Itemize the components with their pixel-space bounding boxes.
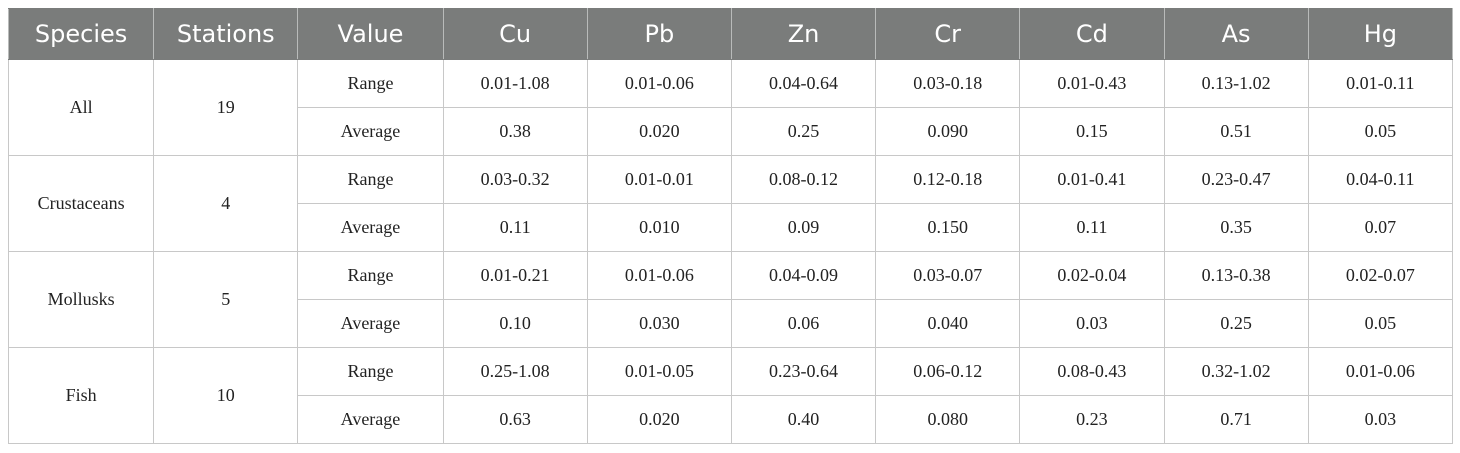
- hg-cell: 0.05: [1307, 299, 1454, 348]
- column-header-cr: Cr: [875, 8, 1021, 60]
- stations-cell: 4: [153, 155, 299, 252]
- value-label-cell: Range: [297, 59, 444, 108]
- cu-cell: 0.03-0.32: [442, 155, 588, 204]
- cr-cell: 0.06-0.12: [875, 347, 1021, 396]
- species-cell: Crustaceans: [7, 155, 155, 252]
- column-header-hg: Hg: [1307, 8, 1454, 60]
- hg-cell: 0.02-0.07: [1307, 251, 1454, 300]
- stations-cell: 10: [153, 347, 299, 444]
- as-cell: 0.13-0.38: [1163, 251, 1309, 300]
- header-row: Species Stations Value Cu Pb Zn Cr Cd As…: [7, 8, 1454, 60]
- zn-cell: 0.04-0.09: [730, 251, 877, 300]
- table-row: All 19 Range 0.01-1.08 0.01-0.06 0.04-0.…: [7, 59, 1454, 156]
- as-cell: 0.13-1.02: [1163, 59, 1309, 108]
- species-cell: Fish: [7, 347, 155, 444]
- hg-cell: 0.07: [1307, 203, 1454, 252]
- column-header-value: Value: [297, 8, 444, 60]
- column-header-stations: Stations: [153, 8, 299, 60]
- as-cell: 0.35: [1163, 203, 1309, 252]
- cd-cell: 0.23: [1019, 395, 1165, 444]
- zn-cell: 0.08-0.12: [730, 155, 877, 204]
- cd-cell: 0.01-0.43: [1019, 59, 1165, 108]
- value-label-cell: Range: [297, 347, 444, 396]
- as-cell: 0.71: [1163, 395, 1309, 444]
- species-cell: All: [7, 59, 155, 156]
- pb-cell: 0.01-0.06: [586, 59, 732, 108]
- cu-cell: 0.01-1.08: [442, 59, 588, 108]
- column-header-pb: Pb: [586, 8, 732, 60]
- stations-cell: 5: [153, 251, 299, 348]
- table-row: Crustaceans 4 Range 0.03-0.32 0.01-0.01 …: [7, 155, 1454, 252]
- cd-cell: 0.01-0.41: [1019, 155, 1165, 204]
- heavy-metal-table: Species Stations Value Cu Pb Zn Cr Cd As…: [7, 8, 1454, 444]
- hg-cell: 0.05: [1307, 107, 1454, 156]
- cu-cell: 0.10: [442, 299, 588, 348]
- as-cell: 0.32-1.02: [1163, 347, 1309, 396]
- cd-cell: 0.02-0.04: [1019, 251, 1165, 300]
- value-label-cell: Range: [297, 155, 444, 204]
- table-row: Fish 10 Range 0.25-1.08 0.01-0.05 0.23-0…: [7, 347, 1454, 444]
- column-header-species: Species: [7, 8, 155, 60]
- value-label-cell: Average: [297, 107, 444, 156]
- hg-cell: 0.01-0.06: [1307, 347, 1454, 396]
- as-cell: 0.25: [1163, 299, 1309, 348]
- cr-cell: 0.12-0.18: [875, 155, 1021, 204]
- pb-cell: 0.020: [586, 395, 732, 444]
- cr-cell: 0.090: [875, 107, 1021, 156]
- cd-cell: 0.15: [1019, 107, 1165, 156]
- cr-cell: 0.03-0.18: [875, 59, 1021, 108]
- pb-cell: 0.020: [586, 107, 732, 156]
- table-row: Average 0.10 0.030 0.06 0.040 0.03 0.25 …: [9, 299, 1454, 348]
- hg-cell: 0.01-0.11: [1307, 59, 1454, 108]
- cd-cell: 0.11: [1019, 203, 1165, 252]
- table-row: Average 0.38 0.020 0.25 0.090 0.15 0.51 …: [9, 107, 1454, 156]
- table-row: Average 0.11 0.010 0.09 0.150 0.11 0.35 …: [9, 203, 1454, 252]
- zn-cell: 0.40: [730, 395, 877, 444]
- cd-cell: 0.08-0.43: [1019, 347, 1165, 396]
- cd-cell: 0.03: [1019, 299, 1165, 348]
- zn-cell: 0.04-0.64: [730, 59, 877, 108]
- cu-cell: 0.38: [442, 107, 588, 156]
- column-header-zn: Zn: [730, 8, 877, 60]
- column-header-cu: Cu: [442, 8, 588, 60]
- cu-cell: 0.63: [442, 395, 588, 444]
- table-row: Mollusks 5 Range 0.01-0.21 0.01-0.06 0.0…: [7, 251, 1454, 348]
- pb-cell: 0.01-0.06: [586, 251, 732, 300]
- table-row: Average 0.63 0.020 0.40 0.080 0.23 0.71 …: [9, 395, 1454, 444]
- value-label-cell: Range: [297, 251, 444, 300]
- pb-cell: 0.01-0.01: [586, 155, 732, 204]
- cr-cell: 0.040: [875, 299, 1021, 348]
- zn-cell: 0.25: [730, 107, 877, 156]
- cu-cell: 0.11: [442, 203, 588, 252]
- zn-cell: 0.09: [730, 203, 877, 252]
- cu-cell: 0.01-0.21: [442, 251, 588, 300]
- value-label-cell: Average: [297, 395, 444, 444]
- zn-cell: 0.06: [730, 299, 877, 348]
- cr-cell: 0.03-0.07: [875, 251, 1021, 300]
- hg-cell: 0.03: [1307, 395, 1454, 444]
- value-label-cell: Average: [297, 299, 444, 348]
- species-cell: Mollusks: [7, 251, 155, 348]
- pb-cell: 0.01-0.05: [586, 347, 732, 396]
- cr-cell: 0.150: [875, 203, 1021, 252]
- zn-cell: 0.23-0.64: [730, 347, 877, 396]
- hg-cell: 0.04-0.11: [1307, 155, 1454, 204]
- stations-cell: 19: [153, 59, 299, 156]
- as-cell: 0.23-0.47: [1163, 155, 1309, 204]
- value-label-cell: Average: [297, 203, 444, 252]
- as-cell: 0.51: [1163, 107, 1309, 156]
- table-container: Species Stations Value Cu Pb Zn Cr Cd As…: [7, 8, 1454, 444]
- pb-cell: 0.010: [586, 203, 732, 252]
- cr-cell: 0.080: [875, 395, 1021, 444]
- column-header-as: As: [1163, 8, 1309, 60]
- cu-cell: 0.25-1.08: [442, 347, 588, 396]
- column-header-cd: Cd: [1019, 8, 1165, 60]
- pb-cell: 0.030: [586, 299, 732, 348]
